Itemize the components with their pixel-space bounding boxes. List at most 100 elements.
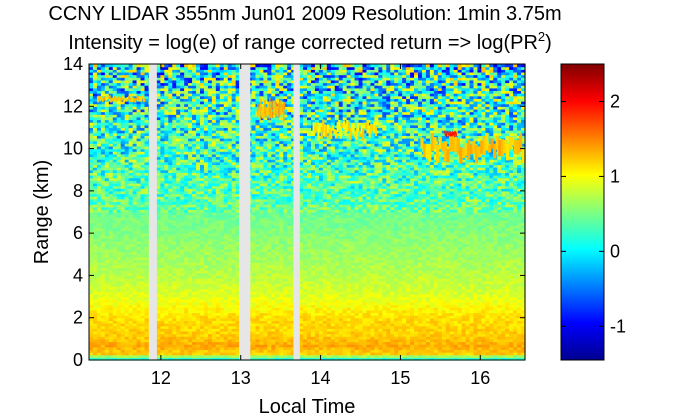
- heatmap-cell: [112, 336, 118, 340]
- heatmap-cell: [382, 309, 387, 314]
- heatmap-cell: [505, 325, 510, 329]
- heatmap-cell: [116, 354, 122, 358]
- heatmap-cell: [501, 336, 506, 340]
- heatmap-cell: [509, 296, 514, 300]
- heatmap-cell: [299, 317, 304, 321]
- heatmap-cell: [231, 330, 237, 335]
- heatmap-cell: [322, 336, 328, 340]
- heatmap-cell: [342, 336, 348, 340]
- heatmap-cell: [227, 333, 233, 337]
- heatmap-cell: [124, 338, 130, 343]
- heatmap-cell: [136, 296, 142, 300]
- heatmap-cell: [362, 323, 368, 327]
- heatmap-cell: [425, 333, 431, 337]
- heatmap-cell: [402, 328, 407, 332]
- heatmap-cell: [358, 325, 364, 329]
- heatmap-cell: [267, 338, 272, 343]
- heatmap-cell: [485, 352, 490, 356]
- heatmap-cell: [370, 344, 375, 348]
- heatmap-cell: [120, 336, 126, 340]
- heatmap-cell: [211, 286, 217, 290]
- heatmap-cell: [199, 352, 205, 356]
- heatmap-cell: [390, 328, 395, 332]
- heatmap-cell: [398, 309, 403, 314]
- heatmap-cell: [314, 325, 320, 329]
- heatmap-cell: [489, 299, 494, 303]
- heatmap-cell: [410, 309, 415, 314]
- heatmap-cell: [358, 315, 364, 319]
- heatmap-cell: [223, 288, 229, 292]
- heatmap-cell: [192, 299, 197, 303]
- heatmap-cell: [307, 286, 312, 290]
- heatmap-cell: [271, 338, 276, 343]
- heatmap-cell: [132, 349, 138, 353]
- heatmap-cell: [334, 344, 340, 348]
- heatmap-cell: [271, 328, 276, 332]
- heatmap-cell: [303, 338, 308, 343]
- heatmap-cell: [429, 296, 435, 300]
- heatmap-cell: [441, 304, 447, 308]
- heatmap-cell: [184, 288, 189, 292]
- heatmap-cell: [414, 354, 419, 358]
- heatmap-cell: [235, 344, 241, 348]
- heatmap-cell: [176, 317, 181, 321]
- heatmap-cell: [509, 323, 514, 327]
- heatmap-cell: [132, 315, 138, 319]
- heatmap-cell: [196, 299, 201, 303]
- heatmap-cell: [211, 301, 217, 306]
- heatmap-cell: [425, 325, 431, 329]
- heatmap-cell: [156, 315, 161, 319]
- heatmap-cell: [370, 325, 375, 329]
- heatmap-cell: [354, 323, 360, 327]
- heatmap-cell: [144, 315, 150, 319]
- heatmap-cell: [96, 304, 102, 308]
- heatmap-cell: [350, 330, 356, 335]
- heatmap-cell: [184, 293, 189, 298]
- heatmap-cell: [136, 299, 142, 303]
- heatmap-cell: [493, 346, 498, 351]
- heatmap-cell: [481, 293, 486, 298]
- heatmap-cell: [271, 299, 276, 303]
- heatmap-cell: [425, 317, 431, 321]
- heatmap-cell: [465, 330, 471, 335]
- heatmap-cell: [108, 344, 114, 348]
- heatmap-cell: [96, 286, 102, 290]
- heatmap-cell: [303, 304, 308, 308]
- heatmap-cell: [104, 354, 110, 358]
- heatmap-cell: [509, 325, 514, 329]
- heatmap-cell: [104, 330, 110, 335]
- heatmap-cell: [501, 317, 506, 321]
- heatmap-cell: [322, 328, 328, 332]
- heatmap-cell: [509, 338, 514, 343]
- heatmap-cell: [203, 325, 209, 329]
- heatmap-cell: [132, 301, 138, 306]
- heatmap-cell: [231, 296, 237, 300]
- heatmap-cell: [164, 336, 169, 340]
- heatmap-cell: [144, 323, 150, 327]
- heatmap-cell: [322, 304, 328, 308]
- heatmap-cell: [299, 288, 304, 292]
- heatmap-cell: [433, 315, 439, 319]
- heatmap-cell: [421, 315, 427, 319]
- heatmap-cell: [493, 349, 498, 353]
- heatmap-cell: [342, 309, 348, 314]
- heatmap-cell: [517, 301, 522, 306]
- heatmap-cell: [279, 307, 284, 311]
- heatmap-cell: [378, 309, 383, 314]
- heatmap-cell: [279, 299, 284, 303]
- heatmap-cell: [144, 352, 150, 356]
- heatmap-cell: [180, 304, 185, 308]
- heatmap-cell: [465, 320, 471, 324]
- heatmap-cell: [429, 307, 435, 311]
- heatmap-cell: [164, 293, 169, 298]
- heatmap-cell: [140, 291, 146, 295]
- heatmap-cell: [378, 288, 383, 292]
- heatmap-cell: [310, 338, 316, 343]
- heatmap-cell: [160, 336, 165, 340]
- heatmap-cell: [358, 299, 364, 303]
- heatmap-cell: [140, 336, 146, 340]
- heatmap-cell: [188, 323, 193, 327]
- heatmap-cell: [168, 341, 173, 345]
- heatmap-cell: [271, 288, 276, 292]
- heatmap-cell: [255, 330, 261, 335]
